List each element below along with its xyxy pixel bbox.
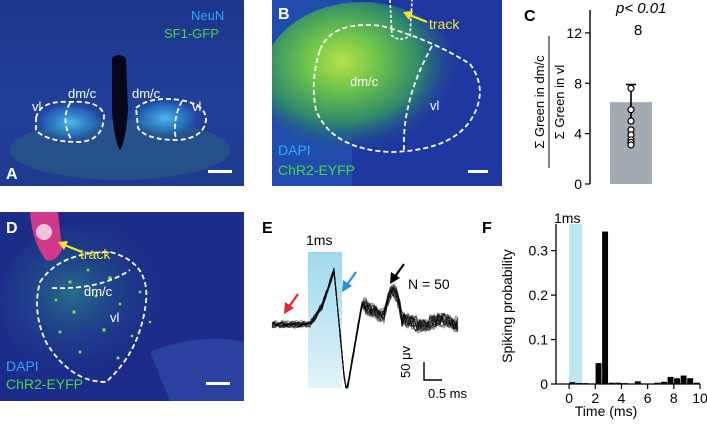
panel-b-region-vl: vl — [430, 98, 440, 113]
panel-f-bar — [602, 231, 609, 384]
panel-a-stain-sf1: SF1-GFP — [164, 26, 219, 41]
panel-f-chart: F 0 2 4 6 8 10 0 0.1 0.2 0.3 Time (ms) Spiking pr… — [478, 206, 707, 422]
panel-e-label: E — [262, 220, 273, 237]
panel-f-label: F — [482, 220, 492, 237]
panel-e-scale-bar — [423, 362, 442, 381]
panel-f-stim-label: 1ms — [554, 210, 581, 226]
panel-b-region-dmc: dm/c — [350, 74, 379, 89]
panel-f-xlabel: Time (ms) — [575, 403, 637, 419]
panel-f-xtick-label: 8 — [670, 390, 678, 406]
panel-e-n-label: N = 50 — [408, 276, 450, 292]
panel-e-blue-arrow — [342, 271, 357, 292]
panel-e-scale-y: 50 μv — [398, 345, 413, 378]
panel-f-bar — [641, 383, 648, 385]
panel-c-data-point — [627, 117, 635, 125]
panel-f-bar — [615, 382, 622, 384]
panel-b-label: B — [278, 6, 290, 23]
panel-e-svg — [271, 252, 459, 390]
panel-e-black-arrow — [390, 263, 405, 284]
panel-d-region-dmc: dm/c — [84, 284, 113, 299]
panel-f-bar — [569, 382, 576, 384]
panel-f-bar — [634, 381, 641, 384]
panel-d-scale-bar — [206, 382, 230, 385]
panel-f-bar — [693, 382, 700, 384]
panel-a-label: A — [6, 166, 18, 183]
panel-f-stim-window — [569, 224, 583, 384]
panel-c-data-point — [627, 84, 635, 92]
panel-d-stain-dapi: DAPI — [6, 358, 39, 374]
panel-c-pvalue: p< 0.01 — [616, 0, 667, 17]
panel-f-ytick-label: 0.3 — [529, 243, 549, 259]
panel-f-xtick-label: 0 — [565, 390, 573, 406]
panel-e-traces: E 1ms N = 50 50 μv 0.5 ms — [262, 212, 472, 412]
panel-f-bar — [661, 381, 667, 384]
panel-c-data-point — [627, 106, 635, 114]
panel-b-track-arrow — [403, 11, 428, 24]
panel-d-stain-chr2: ChR2-EYFP — [6, 376, 84, 392]
panel-f-ytick-label: 0 — [540, 376, 548, 392]
panel-f-bar — [595, 363, 602, 384]
panel-d-image — [0, 212, 244, 401]
panel-d-region-vl: vl — [110, 310, 120, 325]
panel-b-image — [272, 0, 502, 186]
panel-f-bar — [667, 376, 674, 384]
panel-c-svg: 0 4 8 12 Σ Green in dm/c Σ Green in vl — [532, 10, 652, 192]
panel-a-region-dmc-left: dm/c — [68, 86, 97, 101]
panel-a-image — [0, 0, 244, 186]
panel-c-ytick-label: 4 — [574, 126, 582, 142]
panel-e-trace — [271, 272, 459, 389]
panel-e-stim-label: 1ms — [306, 232, 333, 248]
panel-a-micrograph: A NeuN SF1-GFP dm/c dm/c vl vl — [0, 0, 244, 186]
panel-f-ytick-label: 0.1 — [529, 332, 549, 348]
panel-f-bar — [621, 383, 628, 384]
panel-c-data-point — [627, 141, 635, 149]
panel-f-bar — [575, 383, 582, 384]
panel-c-label: C — [524, 8, 536, 25]
panel-c-ylabel-numerator: Σ Green in dm/c — [532, 55, 547, 149]
panel-b-stain-chr2: ChR2-EYFP — [278, 162, 356, 178]
panel-f-xtick-label: 10 — [692, 390, 707, 406]
panel-f-bar — [647, 383, 654, 385]
panel-a-scale-bar — [208, 170, 232, 173]
panel-e-scale-x: 0.5 ms — [428, 386, 468, 401]
panel-f-bar — [674, 378, 681, 384]
panel-e-red-arrow — [284, 293, 299, 314]
panel-b-scale-bar — [468, 170, 488, 173]
panel-b-track-label: track — [429, 16, 460, 32]
panel-c-ytick-label: 8 — [574, 75, 582, 91]
panel-f-bar — [608, 382, 615, 384]
panel-f-bar — [687, 378, 694, 384]
panel-f-bar — [589, 383, 595, 385]
panel-c-ytick-label: 12 — [566, 25, 582, 41]
panel-f-ytick-label: 0.2 — [529, 287, 549, 303]
panel-d-label: D — [6, 220, 18, 237]
panel-d-track-arrow — [58, 241, 83, 254]
panel-f-bar — [680, 375, 687, 384]
panel-f-bar — [582, 383, 589, 384]
panel-c-n-label: 8 — [634, 22, 643, 39]
panel-c-ytick-label: 0 — [574, 176, 582, 190]
panel-f-svg: 0 2 4 6 8 10 0 0.1 0.2 0.3 Time (ms) Spiking prob… — [499, 224, 707, 419]
panel-b-micrograph: B track dm/c vl DAPI ChR2-EYFP — [272, 0, 502, 186]
panel-f-xtick-label: 2 — [591, 390, 599, 406]
panel-a-region-vl-right: vl — [192, 99, 202, 114]
panel-f-ylabel: Spiking probability — [499, 249, 515, 363]
panel-a-stain-neun: NeuN — [191, 8, 225, 23]
panel-f-bar — [654, 382, 661, 384]
panel-c-ylabel-denominator: Σ Green in vl — [552, 65, 567, 140]
panel-f-xtick-label: 6 — [644, 390, 652, 406]
panel-f-xtick-label: 4 — [618, 390, 626, 406]
panel-d-track-label: track — [80, 246, 111, 262]
panel-f-bar — [628, 383, 635, 385]
panel-d-micrograph: D track dm/c vl DAPI ChR2-EYFP — [0, 212, 244, 401]
panel-a-region-dmc-right: dm/c — [132, 86, 161, 101]
panel-a-region-vl-left: vl — [32, 99, 42, 114]
panel-b-stain-dapi: DAPI — [278, 142, 311, 158]
panel-e-trace — [271, 271, 459, 390]
panel-c-chart: C 0 4 8 12 Σ Green in dm/c Σ Green in vl p<… — [520, 0, 707, 192]
